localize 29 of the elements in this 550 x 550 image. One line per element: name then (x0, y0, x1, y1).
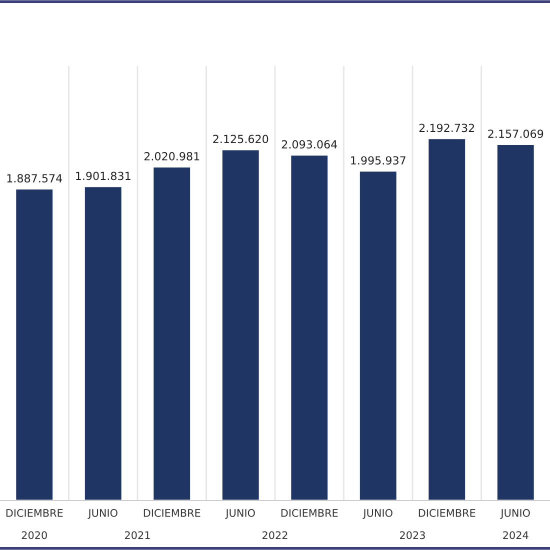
text: 2024 (503, 531, 528, 540)
bar (496, 144, 536, 500)
x-tick-label: DICIEMBRE (418, 509, 476, 517)
data-label: 2.125.620 (213, 134, 268, 144)
text: 2020 (22, 531, 47, 540)
x-tick-label: DICIEMBRE (281, 509, 338, 517)
bar (14, 188, 54, 500)
data-label: 2.157.069 (488, 130, 544, 138)
bar (290, 154, 329, 500)
data-label: 2.093.064 (282, 140, 338, 149)
x-tick-label: JUNIO (500, 509, 530, 519)
data-label: 1.887.574 (7, 174, 62, 182)
data-label: 2.192.732 (419, 124, 474, 132)
x-tick-label: DICIEMBRE (6, 509, 63, 517)
x-tick-label: JUNIO (362, 509, 392, 519)
data-label: 1.901.831 (76, 172, 130, 180)
bar (152, 166, 192, 500)
bar (221, 148, 260, 500)
text: 2022 (262, 531, 288, 540)
x-tick-label: JUNIO (88, 509, 118, 519)
bar (84, 186, 123, 500)
text: 2021 (125, 531, 150, 540)
bar (358, 170, 398, 500)
x-tick-label: JUNIO (225, 509, 255, 519)
data-label: 1.995.937 (351, 156, 406, 165)
x-tick-label: DICIEMBRE (144, 509, 200, 517)
text: 2023 (400, 531, 425, 540)
data-label: 2.020.981 (144, 152, 200, 160)
bar (427, 138, 466, 500)
